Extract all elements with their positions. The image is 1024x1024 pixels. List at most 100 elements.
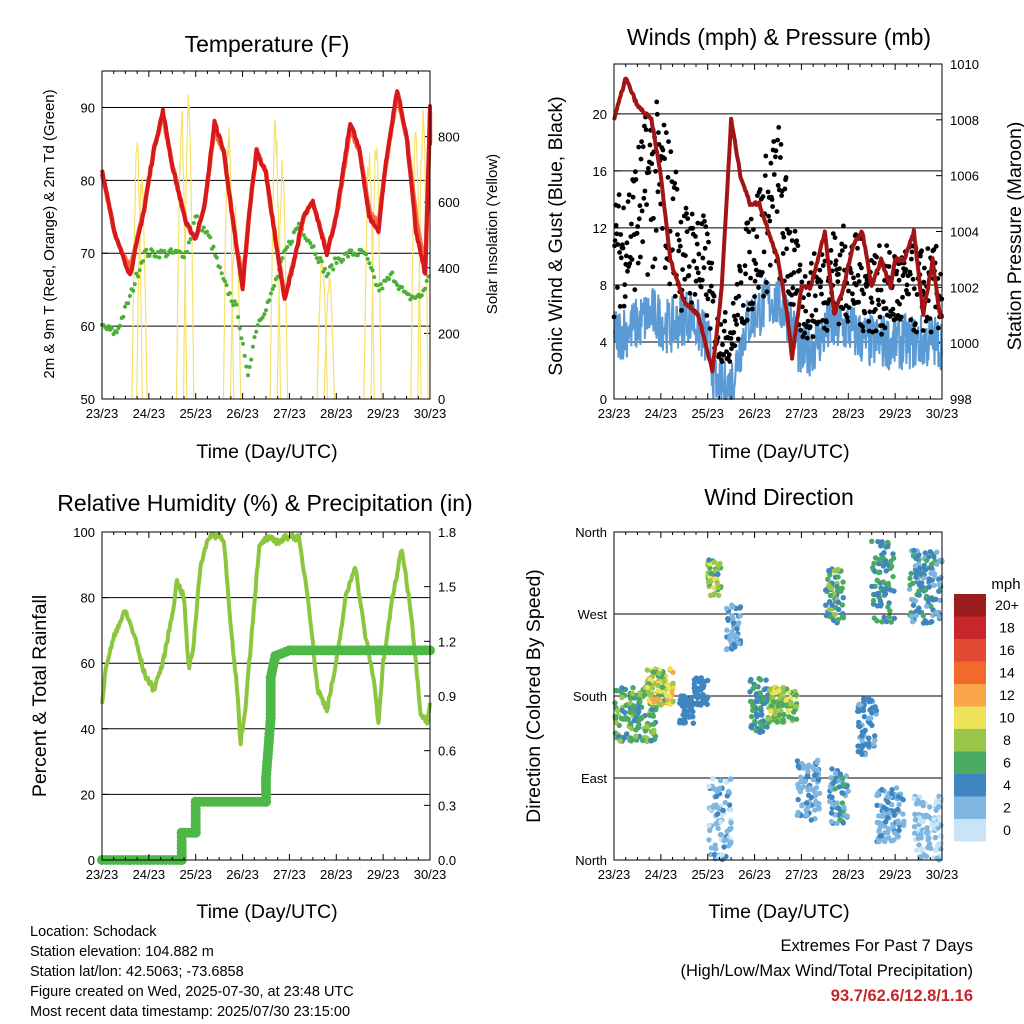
dewpoint-point [346, 254, 350, 259]
gust-point [933, 243, 939, 249]
direction-point [767, 708, 774, 715]
direction-point [630, 690, 636, 697]
dewpoint-point [364, 252, 368, 257]
gust-point [662, 265, 668, 271]
dewpoint-point [290, 239, 295, 244]
station-latlon: Station lat/lon: 42.5063; -73.6858 [30, 964, 244, 980]
gust-point [773, 148, 779, 154]
gust-point [656, 130, 661, 136]
y2-tick-label: 0.0 [438, 853, 456, 868]
direction-point [907, 582, 913, 588]
gust-point [672, 180, 678, 186]
gust-point [756, 285, 761, 290]
gust-point [903, 267, 909, 272]
gust-point [918, 253, 923, 259]
gust-point [770, 204, 775, 209]
direction-point [911, 824, 918, 830]
direction-point [837, 771, 844, 778]
gust-point [668, 149, 674, 155]
gust-point [640, 144, 646, 150]
direction-point [875, 538, 881, 545]
dewpoint-point [131, 288, 136, 293]
direction-point [885, 604, 891, 610]
gust-point [630, 194, 636, 200]
direction-point [860, 706, 866, 712]
direction-point [649, 706, 655, 713]
dewpoint-point [334, 261, 339, 265]
dewpoint-point [275, 274, 280, 279]
gust-point [699, 277, 705, 283]
gust-point [779, 193, 784, 199]
direction-point [670, 669, 676, 675]
gust-point [685, 216, 691, 222]
gust-point [879, 331, 884, 337]
gust-point [617, 250, 622, 255]
direction-point [884, 793, 891, 800]
gust-point [638, 156, 644, 162]
direction-point [890, 808, 897, 814]
gust-point [643, 127, 649, 133]
dewpoint-point [285, 245, 290, 249]
solar-insolation-line [131, 142, 143, 400]
direction-point [907, 575, 913, 582]
direction-point [890, 573, 896, 580]
dewpoint-point [121, 314, 126, 319]
direction-point [828, 818, 835, 825]
dewpoint-point [168, 247, 173, 252]
gust-point [632, 287, 638, 293]
direction-point [644, 684, 651, 690]
rh-xlabel: Time (Day/UTC) [196, 901, 337, 923]
direction-point [936, 588, 942, 594]
direction-point [623, 702, 629, 708]
direction-point [711, 851, 718, 858]
direction-point [710, 775, 716, 782]
gust-point [684, 211, 689, 217]
gust-point [807, 324, 813, 330]
gust-point [705, 296, 711, 302]
gust-point [846, 288, 851, 294]
y-tick-label: 20 [593, 107, 607, 122]
direction-point [876, 813, 882, 819]
rh-panel: Relative Humidity (%) & Precipitation (i… [29, 490, 473, 923]
direction-point [823, 612, 830, 619]
gust-point [780, 251, 786, 256]
gust-point [799, 279, 805, 285]
direction-point [896, 827, 902, 833]
dewpoint-point [252, 335, 257, 340]
gust-point [676, 248, 682, 254]
gust-point [897, 301, 902, 307]
gust-point [654, 99, 660, 105]
direction-point [719, 811, 725, 818]
gust-point [662, 156, 667, 162]
direction-point [809, 764, 816, 770]
direction-point [840, 790, 846, 796]
direction-point [834, 820, 840, 826]
x-tick-label: 30/23 [926, 867, 959, 882]
dewpoint-point [106, 324, 111, 329]
direction-point [829, 794, 835, 800]
direction-point [724, 793, 730, 799]
direction-point [650, 729, 656, 736]
direction-point [770, 694, 776, 700]
direction-point [871, 560, 877, 566]
figure-created: Figure created on Wed, 2025-07-30, at 23… [30, 984, 354, 1000]
gust-point [874, 254, 879, 260]
direction-point [832, 770, 839, 777]
gust-point [621, 205, 626, 211]
direction-point [766, 715, 772, 722]
direction-point [926, 584, 932, 590]
gust-point [618, 255, 624, 261]
gust-point [762, 173, 768, 179]
direction-point [859, 738, 865, 744]
gust-point [830, 231, 836, 237]
gust-point [646, 169, 652, 175]
y-tick-label: 60 [81, 319, 95, 334]
direction-point [869, 710, 875, 716]
dewpoint-point [242, 353, 247, 358]
gust-point [766, 213, 771, 219]
direction-point [800, 765, 807, 771]
gust-point [908, 317, 914, 323]
temperature-panel: Temperature (F) Time (Day/UTC) 2m & 9m T… [41, 31, 501, 463]
direction-point [712, 846, 719, 852]
dewpoint-point [182, 255, 186, 260]
